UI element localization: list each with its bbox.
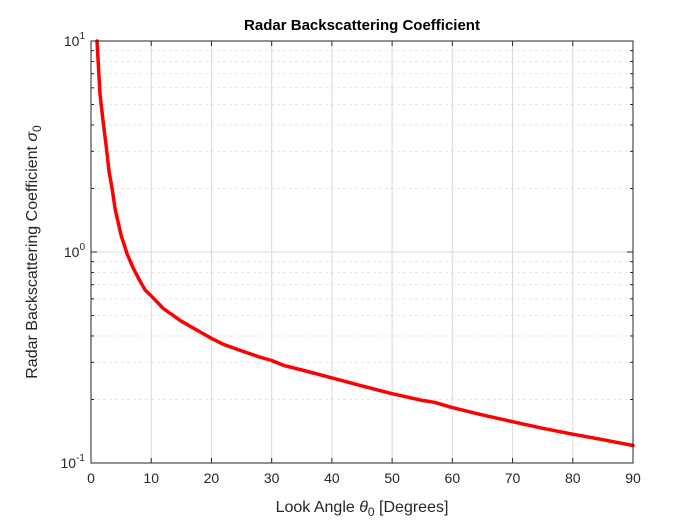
x-tick-label: 0 <box>87 470 95 486</box>
x-axis-label: Look Angle θ0 [Degrees] <box>276 499 449 519</box>
x-tick-label: 60 <box>445 470 461 486</box>
x-tick-label: 40 <box>324 470 340 486</box>
y-tick-label: 10-1 <box>61 453 86 471</box>
x-tick-label: 50 <box>384 470 400 486</box>
grid <box>90 40 634 464</box>
axis-ticks: 0 10 20 30 40 50 60 70 80 90 10-1 100 101 <box>61 31 641 486</box>
series-line <box>95 39 635 448</box>
x-tick-label: 90 <box>625 470 641 486</box>
plot-series <box>95 39 635 448</box>
x-tick-label: 10 <box>143 470 159 486</box>
y-axis-label: Radar Backscattering Coefficient σ0 <box>24 125 44 379</box>
x-tick-label: 80 <box>565 470 581 486</box>
y-tick-label: 101 <box>64 31 86 49</box>
chart-title: Radar Backscattering Coefficient <box>244 17 480 34</box>
x-tick-label: 30 <box>264 470 280 486</box>
x-tick-label: 70 <box>505 470 521 486</box>
x-tick-label: 20 <box>204 470 220 486</box>
y-tick-label: 100 <box>64 242 86 260</box>
